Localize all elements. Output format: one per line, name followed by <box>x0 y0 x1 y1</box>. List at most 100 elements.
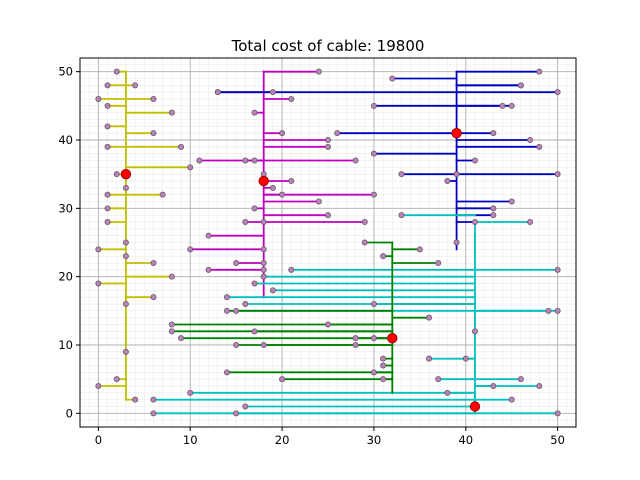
data-point-1 <box>352 157 359 164</box>
data-point-1 <box>370 191 377 198</box>
data-point-2 <box>214 89 221 96</box>
data-point-1 <box>315 198 322 205</box>
data-point-2 <box>370 150 377 157</box>
data-point-4 <box>352 341 359 348</box>
hub-point-0 <box>120 168 132 180</box>
data-point-0 <box>104 82 111 89</box>
data-point-0 <box>178 143 185 150</box>
data-point-0 <box>95 246 102 253</box>
data-point-4 <box>426 314 433 321</box>
data-point-3 <box>462 355 469 362</box>
data-point-3 <box>242 403 249 410</box>
data-point-0 <box>95 96 102 103</box>
data-point-3 <box>233 410 240 417</box>
y-tick-label: 20 <box>58 270 73 284</box>
data-point-0 <box>95 382 102 389</box>
data-point-2 <box>490 130 497 137</box>
data-point-2 <box>398 171 405 178</box>
data-point-1 <box>288 96 295 103</box>
data-point-3 <box>150 410 157 417</box>
data-point-0 <box>113 171 120 178</box>
data-point-3 <box>187 389 194 396</box>
axes-frame <box>79 57 577 428</box>
data-point-2 <box>453 239 460 246</box>
data-point-2 <box>554 89 561 96</box>
data-point-1 <box>196 157 203 164</box>
data-point-2 <box>508 102 515 109</box>
data-point-0 <box>104 143 111 150</box>
data-point-3 <box>288 266 295 273</box>
data-point-3 <box>490 382 497 389</box>
data-point-0 <box>104 102 111 109</box>
x-tick-label: 40 <box>458 433 473 447</box>
data-point-4 <box>370 369 377 376</box>
data-point-1 <box>242 218 249 225</box>
data-point-3 <box>233 307 240 314</box>
data-point-1 <box>324 136 331 143</box>
data-point-1 <box>315 68 322 75</box>
x-tick-label: 20 <box>275 433 290 447</box>
data-point-3 <box>508 396 515 403</box>
data-point-4 <box>178 335 185 342</box>
hub-point-4 <box>387 332 398 344</box>
x-tick-label: 10 <box>183 433 198 447</box>
data-point-4 <box>361 239 368 246</box>
data-point-3 <box>536 382 543 389</box>
y-tick-label: 50 <box>58 65 73 79</box>
data-point-1 <box>279 191 286 198</box>
data-point-1 <box>260 266 267 273</box>
y-tick-label: 40 <box>58 133 73 147</box>
y-tick-label: 0 <box>66 406 73 420</box>
x-tick-label: 0 <box>95 433 102 447</box>
data-point-3 <box>150 396 157 403</box>
x-tick-label: 30 <box>367 433 382 447</box>
data-point-0 <box>104 191 111 198</box>
data-point-2 <box>471 218 478 225</box>
data-point-1 <box>242 157 249 164</box>
data-point-2 <box>554 171 561 178</box>
data-point-1 <box>260 246 267 253</box>
data-point-0 <box>150 96 157 103</box>
data-point-2 <box>471 157 478 164</box>
data-point-2 <box>453 171 460 178</box>
data-point-4 <box>380 355 387 362</box>
data-point-1 <box>269 89 276 96</box>
data-point-0 <box>104 205 111 212</box>
data-point-0 <box>150 259 157 266</box>
y-tick-label: 30 <box>58 201 73 215</box>
data-point-3 <box>223 294 230 301</box>
data-point-0 <box>122 348 129 355</box>
data-point-3 <box>517 376 524 383</box>
data-point-1 <box>251 205 258 212</box>
data-point-0 <box>113 68 120 75</box>
data-point-2 <box>527 136 534 143</box>
data-point-4 <box>251 328 258 335</box>
data-point-4 <box>223 369 230 376</box>
hub-point-3 <box>469 401 481 412</box>
data-point-1 <box>233 259 240 266</box>
data-point-3 <box>471 328 478 335</box>
data-point-4 <box>435 259 442 266</box>
data-point-4 <box>279 376 286 383</box>
data-point-1 <box>361 218 368 225</box>
data-point-4 <box>352 335 359 342</box>
data-point-0 <box>159 191 166 198</box>
data-point-3 <box>554 307 561 314</box>
hub-point-2 <box>451 127 462 139</box>
data-point-2 <box>508 198 515 205</box>
data-point-0 <box>122 184 129 191</box>
data-point-0 <box>113 376 120 383</box>
data-point-2 <box>517 82 524 89</box>
data-point-3 <box>426 355 433 362</box>
data-point-4 <box>324 321 331 328</box>
data-point-3 <box>242 300 249 307</box>
data-point-4 <box>168 321 175 328</box>
data-point-3 <box>370 300 377 307</box>
data-point-3 <box>545 307 552 314</box>
data-point-1 <box>251 109 258 116</box>
data-point-4 <box>223 307 230 314</box>
data-point-3 <box>554 410 561 417</box>
data-point-3 <box>435 376 442 383</box>
data-point-4 <box>233 341 240 348</box>
